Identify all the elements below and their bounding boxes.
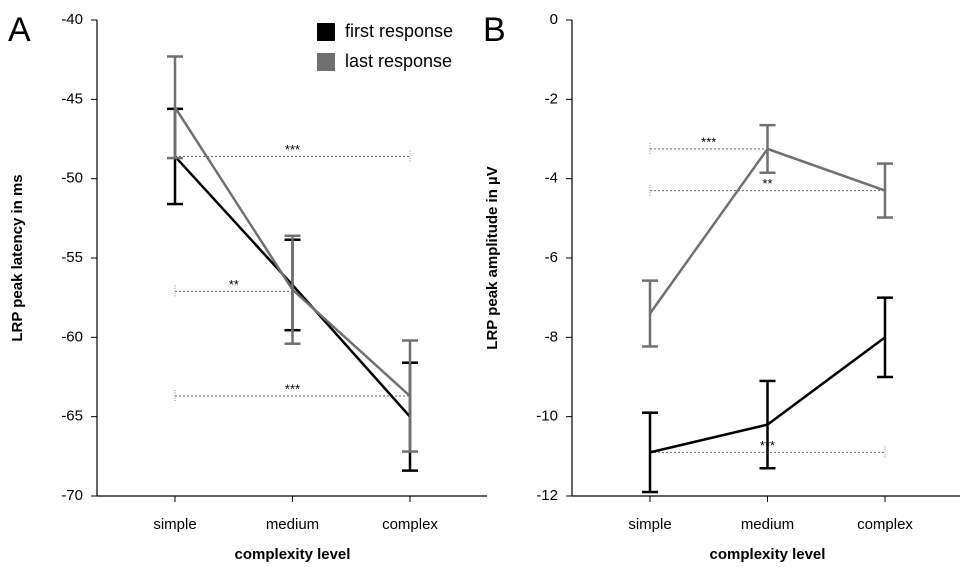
panel-label: B — [483, 11, 506, 49]
panel-label: A — [8, 11, 31, 49]
y-tick-label: -60 — [61, 328, 83, 345]
significance-label: *** — [285, 381, 300, 396]
y-tick-label: -6 — [545, 249, 558, 266]
x-tick-label: simple — [628, 516, 671, 533]
x-tick-label: complex — [382, 516, 438, 533]
y-tick-label: -55 — [61, 249, 83, 266]
panel: A -40 -45 -50 -55 -60 -65 -70 simple medium comple… — [8, 11, 487, 563]
x-tick-label: simple — [153, 516, 196, 533]
legend-swatch — [317, 53, 335, 71]
y-tick-label: -45 — [61, 90, 83, 107]
legend-label: first response — [345, 21, 453, 41]
y-tick-label: -40 — [61, 11, 83, 28]
x-tick-label: medium — [741, 516, 794, 533]
y-tick-label: -4 — [545, 170, 558, 187]
y-tick-label: -50 — [61, 170, 83, 187]
y-tick-label: -10 — [536, 408, 558, 425]
y-tick-label: -12 — [536, 487, 558, 504]
significance-label: ** — [229, 277, 239, 292]
significance-label: *** — [285, 142, 300, 157]
significance-label: *** — [701, 134, 716, 149]
y-tick-label: -65 — [61, 408, 83, 425]
legend-label: last response — [345, 51, 452, 71]
y-axis-label: LRP peak latency in ms — [9, 174, 26, 341]
x-axis-label: complexity level — [710, 546, 826, 563]
y-tick-label: 0 — [550, 11, 558, 28]
x-tick-label: medium — [266, 516, 319, 533]
y-tick-label: -8 — [545, 328, 558, 345]
y-axis-label: LRP peak amplitude in µV — [484, 166, 501, 349]
significance-label: ** — [762, 176, 772, 191]
x-tick-label: complex — [857, 516, 913, 533]
panel: B 0 -2 -4 -6 -8 -10 -12 simple medium complex compl… — [483, 11, 960, 563]
y-tick-label: -2 — [545, 90, 558, 107]
y-tick-label: -70 — [61, 487, 83, 504]
x-axis-label: complexity level — [235, 546, 351, 563]
legend-swatch — [317, 23, 335, 41]
